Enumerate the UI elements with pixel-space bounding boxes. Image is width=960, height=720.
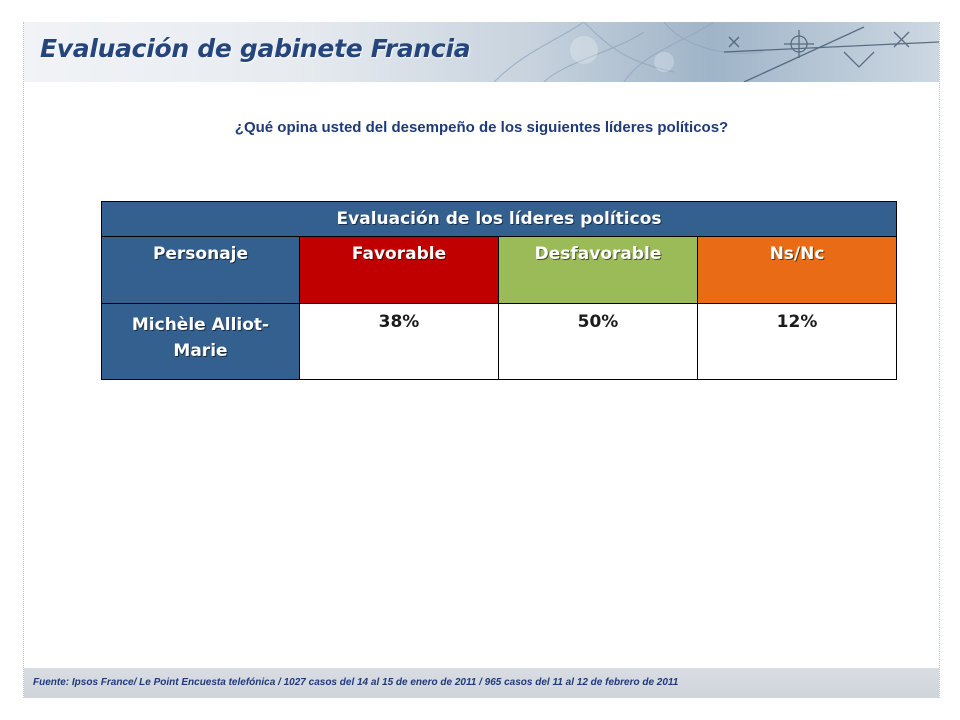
column-header-favorable: Favorable bbox=[299, 236, 499, 304]
table-title-row: Evaluación de los líderes políticos bbox=[100, 201, 898, 237]
page-title: Evaluación de gabinete Francia bbox=[40, 34, 471, 63]
slide: Evaluación de gabinete Francia ¿Qué opin… bbox=[23, 22, 940, 698]
source-note: Fuente: Ipsos France/ Le Point Encuesta … bbox=[33, 677, 679, 688]
leader-name-line1: Michèle Alliot- bbox=[131, 315, 270, 335]
favorable-value: 38% bbox=[299, 303, 499, 380]
column-header-personaje: Personaje bbox=[101, 236, 300, 304]
table-title: Evaluación de los líderes políticos bbox=[100, 201, 898, 237]
table-row: Michèle Alliot- Marie 38% 50% 12% bbox=[101, 303, 898, 380]
desfavorable-value: 50% bbox=[498, 303, 698, 380]
neuron-background-graphic bbox=[493, 22, 939, 82]
leader-name-cell: Michèle Alliot- Marie bbox=[101, 303, 300, 380]
header-banner: Evaluación de gabinete Francia bbox=[24, 22, 939, 82]
column-header-nsnc: Ns/Nc bbox=[696, 236, 898, 304]
table-header-row: Personaje Favorable Desfavorable Ns/Nc bbox=[101, 236, 898, 304]
leaders-evaluation-table: Evaluación de los líderes políticos Pers… bbox=[100, 201, 898, 380]
column-header-desfavorable: Desfavorable bbox=[498, 236, 698, 304]
nsnc-value: 12% bbox=[696, 303, 898, 380]
footer-band: Fuente: Ipsos France/ Le Point Encuesta … bbox=[24, 668, 939, 698]
leader-name-line2: Marie bbox=[173, 341, 228, 361]
survey-question: ¿Qué opina usted del desempeño de los si… bbox=[234, 119, 729, 136]
